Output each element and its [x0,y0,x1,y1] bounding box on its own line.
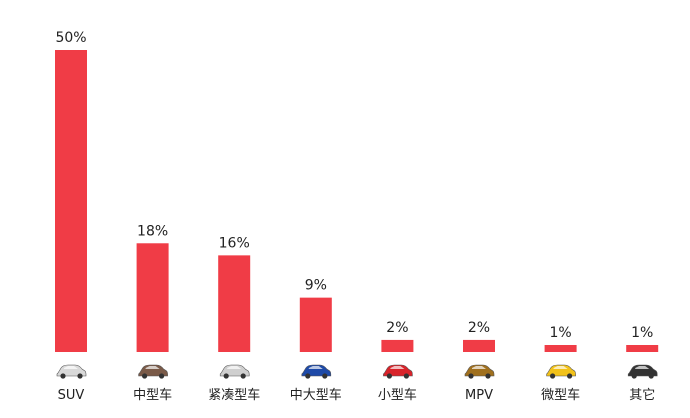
small-car-icon [383,364,413,379]
category-label-2: 紧凑型车 [208,387,260,403]
large-car-icon [301,364,332,379]
category-label-4: 小型车 [378,387,417,403]
mini-car-icon [546,364,576,379]
labels-layer: 50% SUV 18% 中型车 16% 紧凑型车 9% 中大型车 2% 小型车 2% MPV 1% 微型车… [55,30,655,403]
value-label-1: 18% [137,223,168,239]
category-label-5: MPV [465,388,493,403]
bar-1 [136,243,169,352]
bar-6 [544,345,577,352]
bars-layer [55,50,659,352]
midsize-car-icon [138,364,168,379]
other-car-icon [627,364,658,379]
category-label-6: 微型车 [541,387,580,403]
bar-3 [299,297,332,352]
value-label-3: 9% [305,278,327,294]
car-icons-layer [56,364,658,379]
mpv-car-icon [464,364,495,379]
bar-0 [55,50,87,352]
bar-7 [626,345,659,352]
compact-car-icon [219,364,250,379]
category-label-1: 中型车 [133,387,172,403]
bar-5 [463,339,495,352]
value-label-7: 1% [631,325,653,341]
value-label-0: 50% [55,30,86,46]
value-label-2: 16% [219,235,250,251]
category-label-3: 中大型车 [290,387,342,403]
bar-2 [218,255,251,352]
category-label-7: 其它 [629,387,655,403]
value-label-5: 2% [468,320,490,336]
value-label-4: 2% [386,320,408,336]
suv-car-icon [56,364,87,379]
category-label-0: SUV [58,388,85,403]
bar-4 [381,339,414,352]
value-label-6: 1% [549,325,571,341]
